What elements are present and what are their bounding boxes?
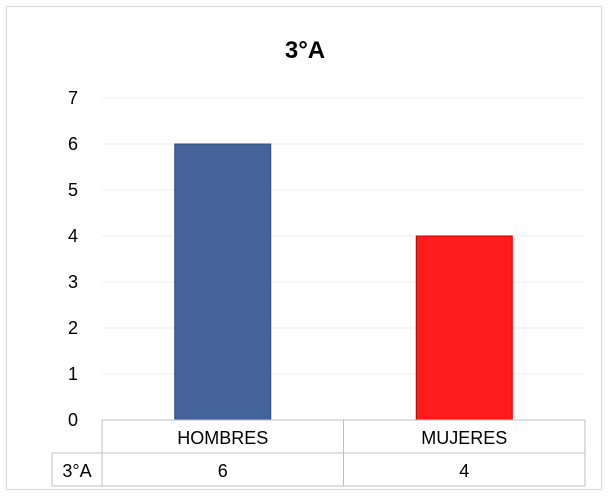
y-tick-label: 6 bbox=[68, 134, 78, 154]
category-label: HOMBRES bbox=[177, 428, 268, 448]
bars bbox=[174, 143, 513, 421]
chart-title: 3°A bbox=[285, 37, 325, 64]
y-tick-label: 5 bbox=[68, 180, 78, 200]
bar-hombres bbox=[174, 143, 272, 421]
table-row-label: 3°A bbox=[62, 461, 91, 481]
y-tick-label: 2 bbox=[68, 318, 78, 338]
category-label: MUJERES bbox=[421, 428, 507, 448]
data-label: 4 bbox=[459, 461, 469, 481]
y-tick-label: 3 bbox=[68, 272, 78, 292]
data-table: HOMBRES MUJERES 3°A 6 4 bbox=[51, 419, 586, 487]
data-label: 6 bbox=[218, 461, 228, 481]
y-tick-label: 7 bbox=[68, 88, 78, 108]
y-tick-label: 1 bbox=[68, 364, 78, 384]
y-tick-label: 4 bbox=[68, 226, 78, 246]
bar-mujeres bbox=[415, 235, 513, 421]
y-axis-ticks: 0 1 2 3 4 5 6 7 bbox=[68, 88, 78, 430]
y-tick-label: 0 bbox=[68, 410, 78, 430]
